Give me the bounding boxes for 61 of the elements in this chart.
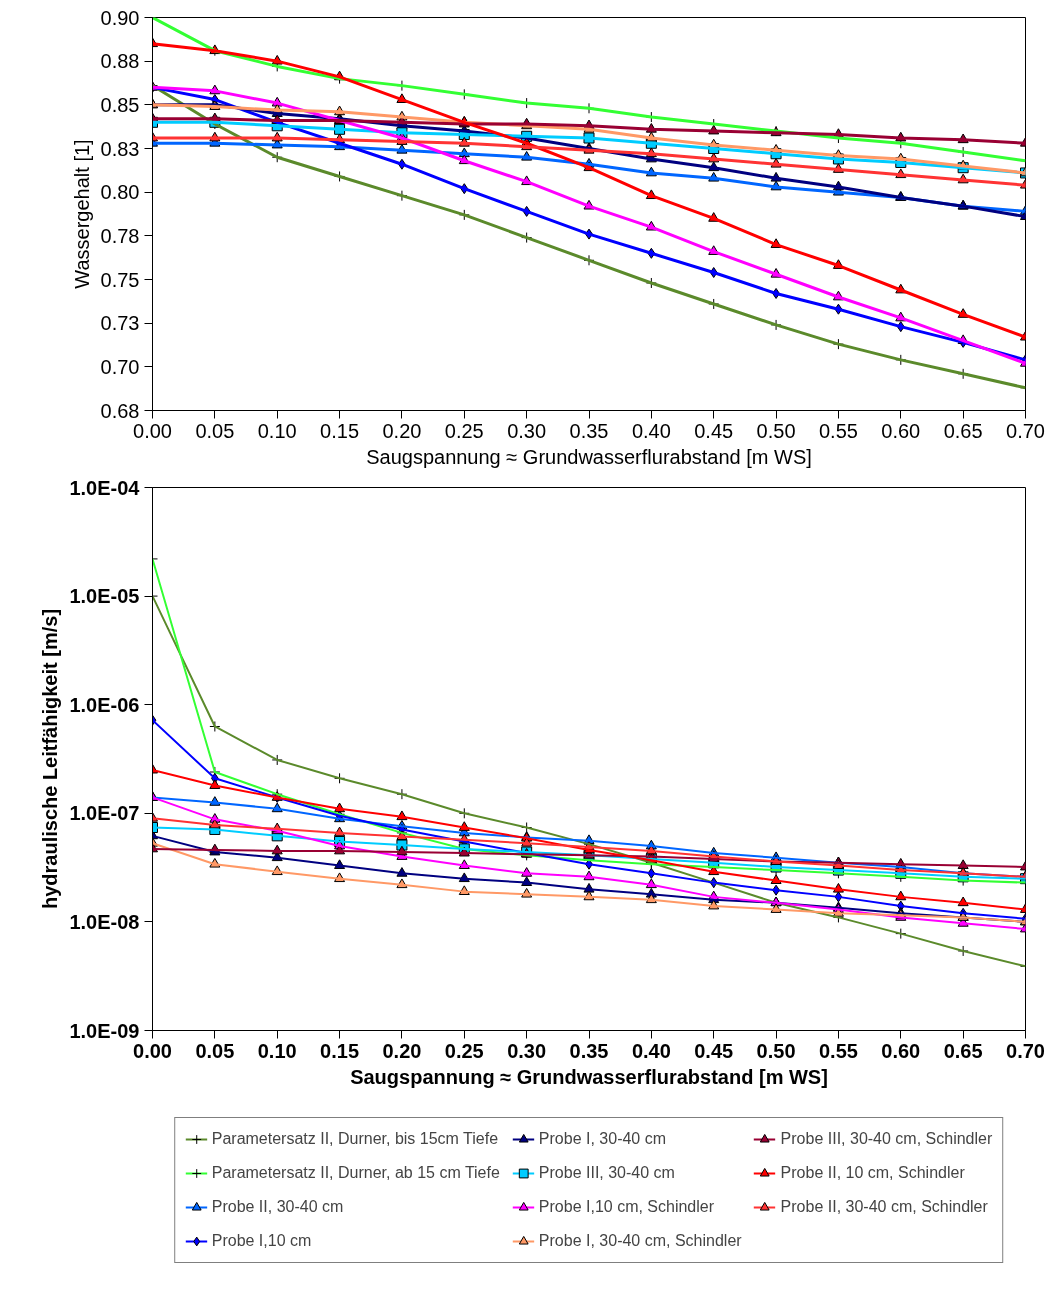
x-tick-label: 0.70 [1006,1039,1045,1062]
legend-label: Probe I, 30-40 cm [538,1130,667,1148]
y-tick-label: 0.78 [100,224,140,247]
x-tick-label: 0.35 [569,419,609,442]
y-tick-label: 0.88 [100,50,140,73]
x-tick-label: 0.30 [507,1039,547,1062]
x-tick-label: 0.15 [320,1039,360,1062]
x-tick-label: 0.55 [818,419,858,442]
x-tick-label: 0.65 [943,419,983,442]
legend-label: Probe II, 10 cm, Schindler [780,1164,965,1182]
y-tick-label: 1.0E-08 [69,910,140,933]
x-tick-label: 0.20 [382,1039,422,1062]
legend-label: Probe III, 30-40 cm, Schindler [780,1130,993,1148]
legend-label: Probe II, 30-40 cm, Schindler [780,1198,988,1216]
x-tick-label: 0.45 [694,1039,734,1062]
x-tick-label: 0.30 [507,419,547,442]
y-tick-label: 0.73 [100,312,140,335]
x-tick-label: 0.55 [818,1039,858,1062]
y-axis-title: Wassergehalt [1] [70,139,93,289]
x-axis-title: Saugspannung ≈ Grundwasserflurabstand [m WS] [366,445,812,468]
y-axis-title: hydraulische Leitfähigkeit [m/s] [39,608,62,910]
y-tick-label: 1.0E-09 [69,1019,140,1042]
x-tick-label: 0.40 [631,1039,671,1062]
x-tick-label: 0.25 [444,419,484,442]
x-tick-label: 0.25 [444,1039,484,1062]
x-tick-label: 0.10 [257,419,297,442]
legend-label: Probe I,10 cm, Schindler [538,1198,715,1216]
y-tick-label: 1.0E-05 [69,585,140,608]
x-tick-label: 0.45 [694,419,734,442]
x-tick-label: 0.05 [195,1039,235,1062]
y-tick-label: 1.0E-06 [69,693,140,716]
y-tick-label: 0.85 [100,93,140,116]
legend-label: Probe I,10 cm [211,1232,313,1250]
x-tick-label: 0.00 [133,419,172,442]
y-tick-label: 0.90 [100,6,140,29]
y-tick-label: 0.83 [100,137,140,160]
x-tick-label: 0.40 [631,419,671,442]
y-tick-label: 1.0E-04 [69,476,141,499]
y-tick-label: 0.70 [100,355,140,378]
y-tick-label: 0.68 [100,399,140,422]
legend-label: Probe III, 30-40 cm [538,1164,675,1182]
legend-label: Parametersatz II, Durner, bis 15cm Tiefe [211,1130,499,1148]
legend-label: Probe I, 30-40 cm, Schindler [538,1232,742,1250]
x-tick-label: 0.00 [133,1039,172,1062]
x-tick-label: 0.70 [1006,419,1045,442]
x-tick-label: 0.65 [943,1039,983,1062]
x-tick-label: 0.20 [382,419,422,442]
legend-label: Probe II, 30-40 cm [211,1198,344,1216]
x-tick-label: 0.15 [320,419,360,442]
x-tick-label: 0.60 [881,1039,921,1062]
x-tick-label: 0.50 [756,419,796,442]
x-tick-label: 0.50 [756,1039,796,1062]
x-axis-title: Saugspannung ≈ Grundwasserflurabstand [m WS] [350,1065,828,1088]
x-tick-label: 0.60 [881,419,921,442]
y-tick-label: 1.0E-07 [69,802,140,825]
x-tick-label: 0.10 [257,1039,297,1062]
y-tick-label: 0.80 [100,181,140,204]
x-tick-label: 0.35 [569,1039,609,1062]
x-tick-label: 0.05 [195,419,235,442]
legend-label: Parametersatz II, Durner, ab 15 cm Tiefe [211,1164,500,1182]
y-tick-label: 0.75 [100,268,140,291]
